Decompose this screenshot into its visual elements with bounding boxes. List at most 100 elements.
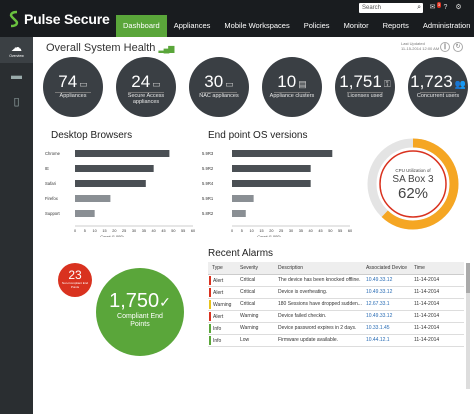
bar[interactable] <box>232 210 246 217</box>
alarm-type: Alert <box>208 286 236 299</box>
alarm-device-link[interactable]: 12.67.33.1 <box>361 298 410 311</box>
sidebar-item-appliances[interactable]: ▬ <box>0 63 33 89</box>
refresh-icon[interactable]: ↻ <box>453 42 463 52</box>
alarm-time: 11-14-2014 <box>409 322 464 335</box>
stat-value: 10 <box>277 72 297 91</box>
scrollbar-thumb[interactable] <box>466 263 470 293</box>
alarm-type-text: Alert <box>213 313 224 320</box>
compliant-value: 1,750 <box>109 290 160 312</box>
alarm-device-link[interactable]: 10.44.12.1 <box>361 334 410 347</box>
stat-value-row: 10 ▤ <box>262 73 322 93</box>
topbar-icons: ✉ 3 ? ⚙ <box>428 2 463 12</box>
bar[interactable] <box>232 165 311 172</box>
severity-indicator <box>209 311 211 321</box>
table-row[interactable]: Info Warning Device password expires in 2 … <box>208 322 464 335</box>
category-label: Chrome <box>45 151 61 156</box>
devices-icon: ▯ <box>13 96 20 108</box>
table-row[interactable]: Warning Critical 180 Sessions have dropped… <box>208 298 464 311</box>
alarm-device-link[interactable]: 10.49.33.12 <box>361 286 410 299</box>
alarm-time: 11-14-2014 <box>409 310 464 323</box>
tab-reports[interactable]: Reports <box>382 21 409 30</box>
col-time[interactable]: Time <box>409 262 464 275</box>
table-row[interactable]: Alert Warning Device failed checkin. 10.49.… <box>208 310 464 323</box>
compliant-circle[interactable]: 1,750✓ Compliant End Points <box>96 268 184 356</box>
stat-label: Secure Access appliances <box>127 93 165 105</box>
table-row[interactable]: Alert Critical The device has been knocked… <box>208 274 464 287</box>
signal-icon: ▂▄▆ <box>158 44 174 53</box>
alarm-time: 11-14-2014 <box>409 274 464 287</box>
noncompliant-circle[interactable]: 23 Non-Compliant End Points <box>58 263 92 297</box>
sidebar-item-overview[interactable]: ☁ Overview <box>0 37 33 63</box>
bar[interactable] <box>232 195 254 202</box>
tab-policies[interactable]: Policies <box>303 21 330 30</box>
alarm-device-link[interactable]: 10.49.33.12 <box>361 274 410 287</box>
stat-circle[interactable]: 10 ▤ Appliance clusters <box>262 57 322 117</box>
alarm-device-link[interactable]: 10.49.33.12 <box>361 310 410 323</box>
alarm-description: The device has been knocked offline. <box>274 274 362 287</box>
tab-appliances[interactable]: Appliances <box>173 21 211 30</box>
category-label: 5.9R2 <box>202 166 214 171</box>
tick-label: 60 <box>348 229 352 233</box>
bar[interactable] <box>75 195 111 202</box>
alarm-description: Firmware update available. <box>274 334 362 347</box>
table-row[interactable]: Alert Critical Device is overheating. 10.49… <box>208 286 464 299</box>
stat-value-row: 1,723 👥 <box>408 73 468 93</box>
stat-label: Licenses used <box>347 93 383 99</box>
tab-dashboard[interactable]: Dashboard <box>116 15 167 37</box>
tab-administration[interactable]: Administration <box>422 21 471 30</box>
stat-circle[interactable]: 24 ▭ Secure Access appliances <box>116 57 176 117</box>
alarms-scrollbar[interactable] <box>466 263 470 389</box>
stat-circle[interactable]: 74 ▭ Appliances <box>43 57 103 117</box>
alarm-time: 11-14-2014 <box>409 298 464 311</box>
alarms-table: Type Severity Description Associated Dev… <box>208 262 464 347</box>
bar[interactable] <box>75 210 95 217</box>
noncompliant-label: Non-Compliant End Points <box>61 281 89 289</box>
sidebar-item-devices[interactable]: ▯ <box>0 89 33 115</box>
alarm-device-link[interactable]: 10.33.1.45 <box>361 322 410 335</box>
settings-icon[interactable]: ⚙ <box>455 4 462 11</box>
pause-icon[interactable]: ∥ <box>440 42 450 52</box>
stat-value-row: 24 ▭ <box>116 73 176 93</box>
notifications-icon[interactable]: ✉ 3 <box>429 2 441 11</box>
tick-label: 60 <box>191 229 195 233</box>
alarm-type-text: Warning <box>213 301 232 308</box>
col-type[interactable]: Type <box>208 262 236 275</box>
tab-mobile-workspaces[interactable]: Mobile Workspaces <box>224 21 290 30</box>
col-device[interactable]: Associated Device <box>361 262 410 275</box>
stat-value: 74 <box>58 72 78 91</box>
search-input[interactable]: Search ⌕ <box>359 3 423 13</box>
tick-label: 25 <box>279 229 283 233</box>
stat-circle[interactable]: 30 ▭ NAC appliances <box>189 57 249 117</box>
license-icon: ⚿ <box>383 79 391 89</box>
category-label: 5.9R4 <box>202 181 214 186</box>
col-severity[interactable]: Severity <box>236 262 274 275</box>
severity-indicator <box>209 287 211 297</box>
notification-badge: 3 <box>436 2 441 8</box>
top-bar: Pulse Secure Search ⌕ ✉ 3 ? ⚙ Dashboard A… <box>0 0 474 37</box>
severity-indicator <box>209 323 211 333</box>
tick-label: 5 <box>84 229 86 233</box>
brand-logo[interactable]: Pulse Secure <box>8 9 110 29</box>
help-icon[interactable]: ? <box>443 4 448 11</box>
bar[interactable] <box>75 150 170 157</box>
stat-circle[interactable]: 1,751 ⚿ Licenses used <box>335 57 395 117</box>
brand-name: Pulse Secure <box>24 11 110 27</box>
alarm-type-text: Alert <box>213 289 224 296</box>
gauge-label: CPU Utilization of <box>395 168 431 173</box>
bar[interactable] <box>75 165 154 172</box>
tab-monitor[interactable]: Monitor <box>343 21 369 30</box>
stat-label: Concurrent users <box>416 93 460 99</box>
bar[interactable] <box>232 150 333 157</box>
col-description[interactable]: Description <box>274 262 362 275</box>
search-icon: ⌕ <box>417 4 421 11</box>
tick-label: 20 <box>112 229 116 233</box>
bar[interactable] <box>75 180 146 187</box>
stat-label: Appliance clusters <box>269 93 315 99</box>
bar[interactable] <box>232 180 311 187</box>
stat-circle[interactable]: 1,723 👥 Concurrent users <box>408 57 468 117</box>
tick-label: 50 <box>171 229 175 233</box>
category-label: Support <box>45 211 61 216</box>
last-updated-label: Last Updated <box>401 41 425 46</box>
table-row[interactable]: Info Low Firmware update available. 10.44.1… <box>208 334 464 347</box>
severity-indicator <box>209 299 211 309</box>
